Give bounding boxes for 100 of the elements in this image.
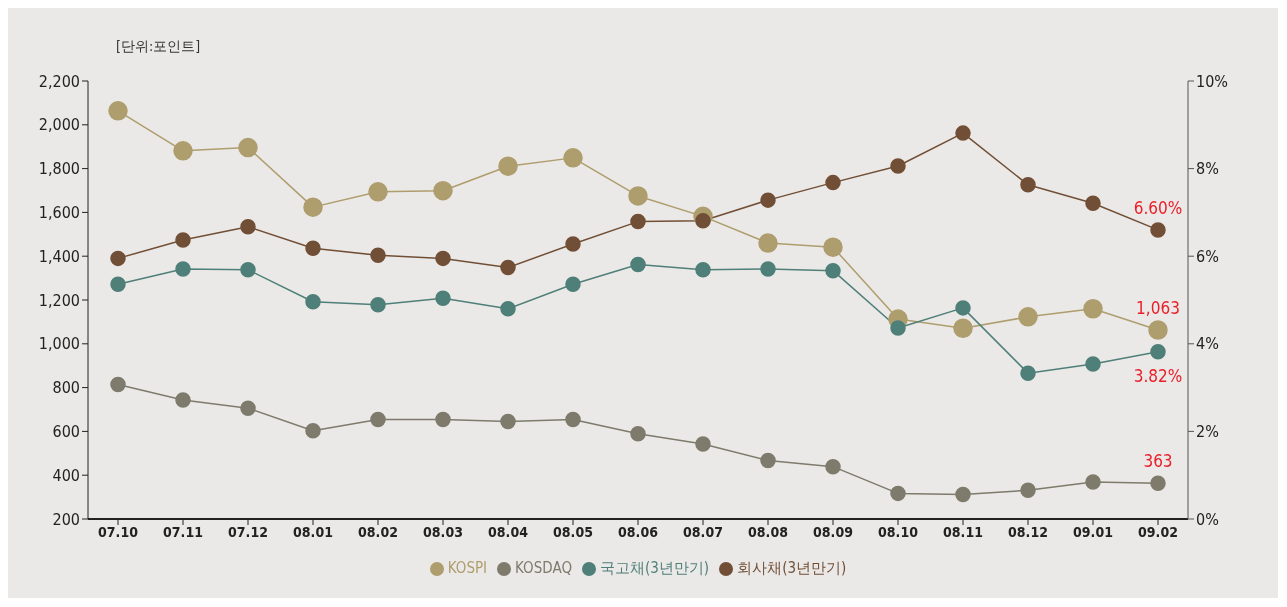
point [630,213,646,230]
point [110,276,126,292]
y-tick-label: 1,000 [38,334,80,354]
point [1150,222,1166,238]
y-tick-label: 2,000 [38,115,80,135]
point [695,262,711,278]
point [760,192,776,208]
point [890,320,906,336]
y-tick-label: 600 [52,422,80,442]
point [435,290,451,306]
point [370,411,386,428]
point [760,261,776,277]
data-label: 3.82% [1133,365,1183,386]
point [110,376,126,393]
point [825,262,841,279]
point [823,237,843,257]
point [1085,356,1101,372]
point [1018,307,1038,327]
point [565,276,581,292]
point [758,233,778,253]
x-tick-label: 08.09 [813,523,853,540]
x-tick-label: 08.03 [423,523,463,540]
y-tick-label: 1,600 [38,203,80,223]
point [240,400,256,416]
point [240,262,256,278]
point [1085,195,1101,211]
point [433,180,453,201]
point [628,186,648,206]
data-label: 6.60% [1133,197,1183,218]
legend-label: KOSPI [447,559,488,577]
x-tick-label: 08.10 [878,523,919,540]
point [630,426,646,442]
x-tick-label: 08.05 [553,523,593,540]
point [1020,365,1036,381]
x-tick-label: 07.11 [163,523,203,540]
x-tick-label: 08.07 [683,523,723,540]
y2-tick-label: 8% [1196,159,1219,179]
y-tick-label: 800 [52,378,80,398]
y-tick-label: 1,400 [38,246,80,266]
point [955,486,971,503]
x-tick-label: 08.04 [488,523,529,540]
x-tick-label: 09.01 [1073,523,1113,540]
point [890,158,906,174]
x-tick-label: 08.02 [358,523,398,540]
x-tick-label: 07.12 [228,523,268,540]
point [825,458,841,475]
y2-tick-label: 10% [1196,71,1228,91]
x-tick-label: 09.02 [1138,523,1178,540]
point [825,174,841,191]
x-tick-label: 08.11 [943,523,983,540]
point [240,219,256,235]
point [498,156,518,176]
point [500,259,516,276]
y-tick-label: 200 [52,509,80,529]
y2-tick-label: 2% [1196,422,1219,442]
point [1020,177,1036,193]
point [108,101,128,121]
point [565,236,581,252]
point [695,212,711,229]
point [1020,482,1036,499]
point [953,318,973,338]
point [110,250,126,267]
point [238,137,258,158]
y2-tick-label: 4% [1196,334,1219,354]
legend-label: KOSDAQ [515,559,573,577]
point [563,148,583,168]
point [565,411,581,428]
point [1083,299,1103,319]
y-tick-label: 1,200 [38,290,80,310]
point [175,392,191,408]
data-label: 363 [1143,451,1173,472]
y2-tick-label: 6% [1196,246,1219,266]
point [1085,474,1101,490]
point [890,485,906,502]
point [500,413,516,430]
point [1148,320,1168,340]
x-tick-label: 08.06 [618,523,659,540]
data-label: 1,063 [1136,298,1180,318]
point [175,261,191,277]
y-tick-label: 400 [52,465,80,485]
point [173,141,193,161]
x-tick-label: 08.08 [748,523,788,540]
y-tick-label: 2,200 [38,71,80,91]
point [435,411,451,428]
point [1150,343,1166,360]
point [305,422,321,439]
point [1150,475,1166,492]
point [370,297,386,313]
point [435,250,451,267]
point [303,197,323,217]
legend-label: 국고채(3년만기) [600,559,710,577]
y-tick-label: 1,800 [38,159,80,179]
point [500,301,516,317]
point [955,125,971,141]
point [305,240,321,257]
y2-tick-label: 0% [1196,509,1219,529]
point [760,452,776,469]
x-tick-label: 07.10 [98,523,139,540]
point [370,247,386,264]
point [305,294,321,310]
